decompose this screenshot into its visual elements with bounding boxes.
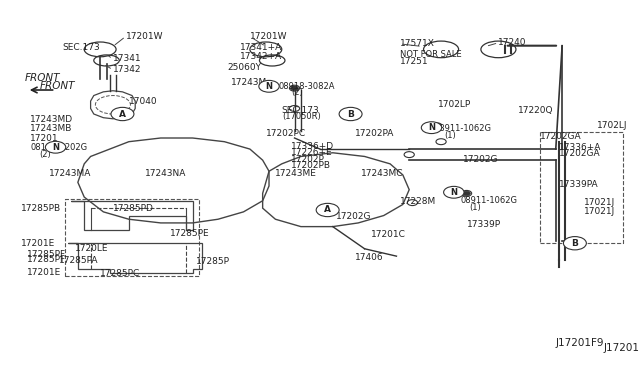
Text: FRONT: FRONT xyxy=(25,73,61,83)
Circle shape xyxy=(259,80,279,92)
Text: 17285PE: 17285PE xyxy=(170,230,210,238)
Text: 17285P: 17285P xyxy=(196,257,230,266)
Circle shape xyxy=(444,186,464,198)
Text: 17243MB: 17243MB xyxy=(30,124,72,133)
Text: A: A xyxy=(119,109,126,119)
Text: 17202GA: 17202GA xyxy=(559,149,600,158)
Text: 17285PA: 17285PA xyxy=(59,256,98,265)
Circle shape xyxy=(434,123,442,127)
Text: 1702LP: 1702LP xyxy=(438,100,471,109)
Text: 17341+A: 17341+A xyxy=(241,43,283,52)
Text: 17240: 17240 xyxy=(499,38,527,47)
Text: 17285PB: 17285PB xyxy=(20,203,61,213)
Text: 17243MA: 17243MA xyxy=(49,169,92,177)
Text: 17201W: 17201W xyxy=(125,32,163,41)
Text: (1): (1) xyxy=(444,131,456,140)
Text: (2): (2) xyxy=(40,150,51,159)
Text: (17050R): (17050R) xyxy=(282,112,321,121)
Text: 17021J: 17021J xyxy=(584,198,616,207)
Text: N: N xyxy=(266,82,273,91)
Circle shape xyxy=(316,203,339,217)
Circle shape xyxy=(463,191,470,196)
Text: 08146-8202G: 08146-8202G xyxy=(30,143,87,152)
Text: 17202G: 17202G xyxy=(336,212,371,221)
Text: 17226+E: 17226+E xyxy=(291,148,333,157)
Text: 17571X: 17571X xyxy=(399,39,435,48)
Text: 17243NA: 17243NA xyxy=(145,169,186,177)
Text: 17285PC: 17285PC xyxy=(100,269,140,278)
Text: (2): (2) xyxy=(291,89,303,97)
Circle shape xyxy=(421,122,442,134)
Text: 17251: 17251 xyxy=(399,57,428,66)
Text: 17243MC: 17243MC xyxy=(362,169,404,178)
Text: 17406: 17406 xyxy=(355,253,383,263)
Text: 17336+D: 17336+D xyxy=(291,142,335,151)
Text: 17201E: 17201E xyxy=(27,268,61,277)
Text: 17201: 17201 xyxy=(30,134,59,142)
Text: 17201E: 17201E xyxy=(20,239,55,248)
Text: 17201C: 17201C xyxy=(371,230,406,239)
Text: NOT FOR SALE: NOT FOR SALE xyxy=(399,51,461,60)
Text: 1702LJ: 1702LJ xyxy=(597,121,628,129)
Text: 17342: 17342 xyxy=(113,65,141,74)
Text: 17285PD: 17285PD xyxy=(113,203,154,213)
Text: J17201F9: J17201F9 xyxy=(555,339,604,349)
Text: 17228M: 17228M xyxy=(399,198,436,206)
Text: 17243MD: 17243MD xyxy=(30,115,73,124)
Text: 17202P: 17202P xyxy=(291,154,325,164)
Text: 17201W: 17201W xyxy=(250,32,287,41)
Text: 25060Y: 25060Y xyxy=(228,63,262,72)
Text: N: N xyxy=(428,123,435,132)
Text: 1720LE: 1720LE xyxy=(75,244,108,253)
Text: 17202PB: 17202PB xyxy=(291,161,332,170)
Text: 17021J: 17021J xyxy=(584,207,616,217)
Text: 17342+A: 17342+A xyxy=(241,52,282,61)
Text: B: B xyxy=(347,109,354,119)
Text: 17202PC: 17202PC xyxy=(266,129,306,138)
Text: 08918-3082A: 08918-3082A xyxy=(278,82,335,91)
Text: 17285PF: 17285PF xyxy=(27,255,66,264)
Text: 17202G: 17202G xyxy=(463,155,499,164)
Text: 17243ME: 17243ME xyxy=(275,169,317,178)
Text: J17201F9: J17201F9 xyxy=(604,343,640,353)
Text: 17243M: 17243M xyxy=(231,78,267,87)
Circle shape xyxy=(339,108,362,121)
Text: 17285PF: 17285PF xyxy=(27,250,66,259)
Text: 17220Q: 17220Q xyxy=(518,106,553,115)
Text: 17341: 17341 xyxy=(113,54,141,63)
Text: 08911-1062G: 08911-1062G xyxy=(435,124,492,133)
Text: N: N xyxy=(52,143,59,152)
Text: 17202PA: 17202PA xyxy=(355,129,394,138)
Text: B: B xyxy=(572,239,579,248)
Text: 17040: 17040 xyxy=(129,97,157,106)
Circle shape xyxy=(55,143,63,148)
Text: 08911-1062G: 08911-1062G xyxy=(460,196,517,205)
Text: (1): (1) xyxy=(470,202,481,212)
Circle shape xyxy=(563,237,586,250)
Text: 17339PA: 17339PA xyxy=(559,180,598,189)
Text: 17336+A: 17336+A xyxy=(559,143,602,152)
Circle shape xyxy=(45,141,66,153)
Text: SEC.173: SEC.173 xyxy=(62,43,100,52)
Circle shape xyxy=(291,86,298,90)
Text: 17202GA: 17202GA xyxy=(540,132,582,141)
Text: FRONT: FRONT xyxy=(40,81,75,91)
Text: SEC.173: SEC.173 xyxy=(282,106,319,115)
Text: 17339P: 17339P xyxy=(467,220,500,229)
Text: N: N xyxy=(451,188,458,197)
Circle shape xyxy=(111,108,134,121)
Text: A: A xyxy=(324,205,331,215)
